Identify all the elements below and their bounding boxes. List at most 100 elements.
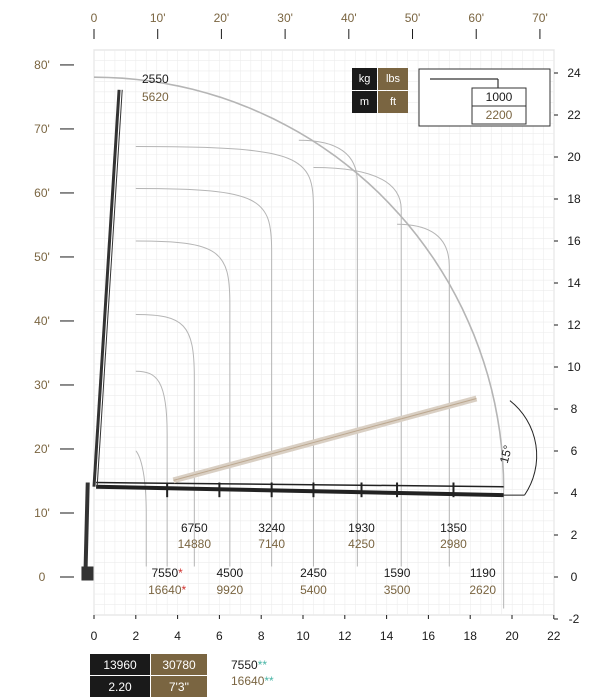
x-tick-m: 16 xyxy=(422,629,436,643)
x-tick-m: 10 xyxy=(296,629,310,643)
legend-kg-label: kg xyxy=(358,73,371,85)
lower-load-lbs: 16640* xyxy=(148,583,186,597)
x-tick-m: 6 xyxy=(216,629,223,643)
legend-m: m xyxy=(352,91,377,113)
lower-load-kg: 4500 xyxy=(216,566,243,580)
crane-column xyxy=(83,482,90,567)
x-tick-ft: 0 xyxy=(91,11,98,25)
y-tick-m: 0 xyxy=(571,570,578,584)
load-mark: * xyxy=(178,566,183,580)
y-tick-m: 4 xyxy=(571,486,578,500)
x-tick-m: 22 xyxy=(547,629,561,643)
chart-grid xyxy=(93,49,555,616)
main-arc-curve xyxy=(93,76,505,489)
y-tick-m: 8 xyxy=(571,402,578,416)
x-tick-m: 8 xyxy=(258,629,265,643)
y-tick-m: 20 xyxy=(567,150,581,164)
x-tick-ft: 40' xyxy=(341,11,357,25)
x-tick-ft: 10' xyxy=(150,11,166,25)
envelope-curve xyxy=(135,146,314,567)
y-tick-ft: 20' xyxy=(34,442,50,456)
footer-lbs-cell xyxy=(151,654,207,675)
y-tick-ft: 70' xyxy=(34,122,50,136)
envelope-curve xyxy=(135,314,195,567)
footer-kg-cell xyxy=(90,654,150,675)
tall-curve xyxy=(298,139,358,567)
y-tick-ft: 80' xyxy=(34,58,50,72)
x-tick-m: 4 xyxy=(174,629,181,643)
y-tick-ft: 40' xyxy=(34,314,50,328)
x-tick-m: 2 xyxy=(132,629,139,643)
upper-load-lbs: 7140 xyxy=(258,537,285,551)
envelope-curve xyxy=(135,450,147,567)
footer-note-mark: ** xyxy=(264,674,274,688)
legend-example-lbs: 2200 xyxy=(486,108,513,122)
lower-load-kg: 7550* xyxy=(151,566,183,580)
x-tick-ft: 20' xyxy=(214,11,230,25)
legend-ft: ft xyxy=(378,91,408,113)
legend-lbs: lbs xyxy=(378,68,408,90)
lower-load-lbs: 2620 xyxy=(469,583,496,597)
chart-axes: 0 2 4 6 8 10 12 14 16 18 20 22-20246810121416182022… xyxy=(34,11,581,643)
envelope-curve xyxy=(135,240,231,567)
legend-example-lbs-box xyxy=(471,105,527,125)
tip-load-lbs: 5620 xyxy=(142,90,169,104)
y-tick-m: 14 xyxy=(567,276,581,290)
envelope-curve xyxy=(135,370,168,567)
x-tick-m: 20 xyxy=(505,629,519,643)
upper-load-kg: 1930 xyxy=(348,521,375,535)
crane-base xyxy=(81,566,94,581)
y-tick-m: -2 xyxy=(569,612,580,626)
x-tick-m: 12 xyxy=(338,629,352,643)
lower-load-kg: 1190 xyxy=(470,566,496,580)
legend-lbs-label: lbs xyxy=(385,73,401,85)
envelope-curve xyxy=(135,188,273,567)
upper-load-lbs: 2980 xyxy=(440,537,467,551)
legend-example-kg: 1000 xyxy=(486,90,513,104)
x-tick-ft: 50' xyxy=(405,11,421,25)
load-labels: 1000 2200 2550 5620 6750 14880 3240 7140 1930 4 2 5… xyxy=(90,68,551,697)
y-tick-m: 18 xyxy=(567,192,581,206)
upper-load-lbs: 14880 xyxy=(178,537,212,551)
legend-ft-label: ft xyxy=(389,96,397,108)
y-tick-m: 24 xyxy=(567,66,581,80)
y-tick-m: 12 xyxy=(567,318,581,332)
inclined-boom-edge xyxy=(173,398,477,481)
y-tick-m: 22 xyxy=(567,108,581,122)
crane-booms: 15° xyxy=(81,89,538,581)
load-mark: * xyxy=(182,583,187,597)
angle-label: 15° xyxy=(497,443,515,464)
tall-curve xyxy=(313,167,402,567)
load-curves xyxy=(93,76,505,609)
y-tick-m: 16 xyxy=(567,234,581,248)
horizontal-boom-top xyxy=(96,481,504,488)
lower-load-kg: 1590 xyxy=(384,566,411,580)
x-tick-ft: 60' xyxy=(468,11,484,25)
lower-load-lbs: 3500 xyxy=(384,583,411,597)
upper-load-kg: 6750 xyxy=(181,521,208,535)
upper-load-kg: 1350 xyxy=(440,521,467,535)
footer-kg: 13960 xyxy=(103,658,137,672)
y-tick-ft: 50' xyxy=(34,250,50,264)
tip-load-kg: 2550 xyxy=(142,72,169,86)
tall-curve xyxy=(397,223,450,567)
y-tick-m: 10 xyxy=(567,360,581,374)
vertical-boom xyxy=(92,89,121,487)
y-tick-m: 6 xyxy=(571,444,578,458)
lower-load-lbs: 5400 xyxy=(300,583,327,597)
y-tick-m: 2 xyxy=(571,528,578,542)
y-tick-ft: 30' xyxy=(34,378,50,392)
legend-m-label: m xyxy=(359,96,370,108)
footer-m: 2.20 xyxy=(108,680,132,694)
y-tick-ft: 60' xyxy=(34,186,50,200)
lower-load-lbs: 9920 xyxy=(216,583,243,597)
legend-kg: kg xyxy=(352,68,377,90)
x-tick-m: 14 xyxy=(380,629,394,643)
footer-note-kg: 7550** xyxy=(231,658,267,672)
angle-arc xyxy=(509,400,538,496)
upper-load-kg: 3240 xyxy=(258,521,285,535)
footer-lbs: 30780 xyxy=(162,658,196,672)
x-tick-ft: 30' xyxy=(277,11,293,25)
lower-load-kg: 2450 xyxy=(300,566,327,580)
